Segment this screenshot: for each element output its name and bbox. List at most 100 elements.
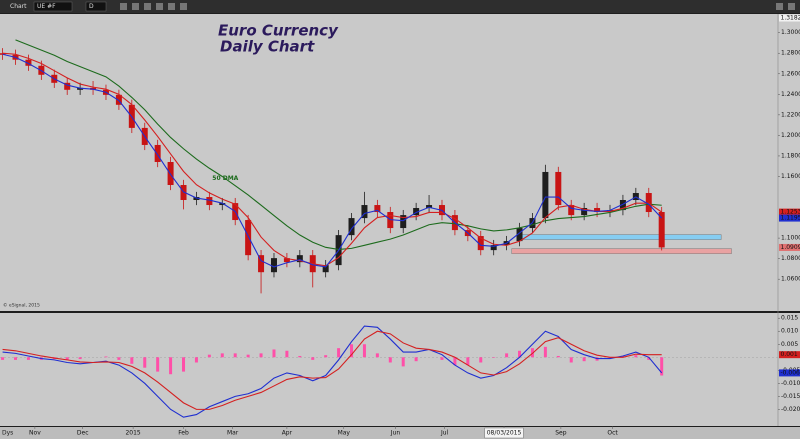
y-tick-label: 1.2000 <box>781 132 800 139</box>
x-tick-label: Nov <box>29 430 41 437</box>
candle-body <box>413 208 420 216</box>
histogram-bar <box>233 353 237 358</box>
candle-body <box>516 228 523 242</box>
candle-body <box>490 245 497 251</box>
window-label: Chart <box>10 3 27 10</box>
y-tick-label: 1.1800 <box>781 152 800 159</box>
price-tag-label: 1.0909 <box>781 244 800 251</box>
histogram-bar <box>207 354 211 358</box>
icon[interactable] <box>180 3 187 10</box>
histogram-bar <box>194 357 198 363</box>
histogram-bar <box>556 355 560 358</box>
candle-body <box>77 87 84 90</box>
histogram-bar <box>337 348 341 358</box>
histogram-bar <box>647 357 651 360</box>
support-zone <box>519 234 722 240</box>
histogram-bar <box>608 357 612 359</box>
x-tick-label: Sep <box>555 430 567 437</box>
symbol[interactable]: UE #F <box>37 3 56 10</box>
chart-subtitle: Daily Chart <box>220 38 315 56</box>
candle-body <box>619 200 626 211</box>
interval[interactable]: D <box>89 3 94 10</box>
histogram-bar <box>543 346 547 358</box>
icon[interactable] <box>168 3 175 10</box>
candle-body <box>245 220 252 256</box>
histogram-bar <box>117 357 121 360</box>
x-tick-label: Dec <box>77 430 89 437</box>
y-tick-label: 1.2600 <box>781 70 800 77</box>
x-tick-label: May <box>338 430 351 437</box>
line <box>2 325 663 418</box>
plot: 1.3000 1.2800 1.2600 1.2400 1.2200 1.2000 1.18… <box>0 14 800 439</box>
x-tick-label: Mar <box>227 430 239 437</box>
price-tag <box>779 214 800 222</box>
histogram-bar <box>104 356 108 358</box>
candle-body <box>555 171 562 206</box>
histogram-bar <box>1 357 5 360</box>
histogram-bar <box>582 357 586 362</box>
histogram-bar <box>375 353 379 358</box>
candle-body <box>219 203 226 206</box>
histogram-bar <box>621 355 625 358</box>
candle-body <box>658 212 665 248</box>
histogram-bar <box>311 357 315 360</box>
candle-body <box>594 208 601 213</box>
icon[interactable] <box>788 3 795 10</box>
histogram-bar <box>505 353 509 358</box>
histogram-bar <box>246 354 250 358</box>
histogram-bar <box>518 350 522 358</box>
macd-panel <box>0 313 800 426</box>
symbol-box[interactable] <box>33 1 73 12</box>
copyright: © eSignal, 2015 <box>3 302 40 309</box>
x-tick-label: Feb <box>178 430 189 437</box>
candle-body <box>361 205 368 219</box>
histogram-bar <box>401 357 405 367</box>
line <box>2 330 662 410</box>
y-tick-label: 1.0800 <box>781 255 800 262</box>
price-tag-label: 1.1253 <box>781 209 800 216</box>
histogram-bar <box>65 357 69 360</box>
histogram-bar <box>169 357 173 375</box>
candle-body <box>154 144 161 162</box>
icon[interactable] <box>144 3 151 10</box>
price-tag-label: 0.001 <box>781 351 798 358</box>
candle-body <box>322 265 329 273</box>
price-tag <box>779 243 800 251</box>
candle-body <box>645 193 652 213</box>
candle-body <box>270 258 277 273</box>
candle-body <box>581 208 588 216</box>
icon[interactable] <box>776 3 783 10</box>
price-tag <box>779 351 800 359</box>
histogram-bar <box>569 357 573 363</box>
histogram-bar <box>388 357 392 363</box>
histogram-bar <box>324 355 328 358</box>
candle-body <box>206 197 213 206</box>
interval-box[interactable] <box>85 1 107 12</box>
candle-body <box>568 205 575 216</box>
y-tick-label: -0.015 <box>781 393 800 400</box>
candle-body <box>64 82 71 90</box>
date-axis <box>0 427 800 439</box>
candle-body <box>258 255 265 273</box>
icon[interactable] <box>132 3 139 10</box>
histogram-bar <box>362 344 366 358</box>
histogram-bar <box>272 349 276 358</box>
icon[interactable] <box>156 3 163 10</box>
histogram-bar <box>453 357 457 366</box>
histogram-bar <box>259 353 263 358</box>
y-tick-label: 0.015 <box>781 315 798 322</box>
histogram-bar <box>14 357 18 360</box>
price-panel <box>0 14 800 311</box>
histogram-bar <box>466 357 470 366</box>
candle-body <box>296 255 303 263</box>
histogram-bar <box>143 357 147 368</box>
candle-body <box>25 59 32 66</box>
y-tick-label: 1.2400 <box>781 91 800 98</box>
histogram-bar <box>350 344 354 358</box>
histogram-bar <box>220 353 224 358</box>
candle-body <box>115 94 122 105</box>
icon[interactable] <box>120 3 127 10</box>
histogram-bar <box>130 357 134 364</box>
support-zone <box>511 248 732 254</box>
candle-body <box>477 236 484 251</box>
